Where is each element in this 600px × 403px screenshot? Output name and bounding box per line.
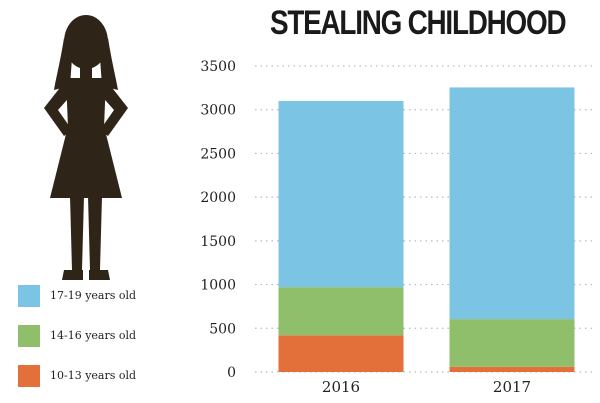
y-tick-label: 2000 bbox=[200, 190, 236, 206]
bar-segment bbox=[279, 101, 404, 287]
y-tick-label: 1500 bbox=[200, 234, 236, 250]
y-tick-label: 3500 bbox=[200, 59, 236, 75]
y-tick-label: 1000 bbox=[200, 278, 236, 294]
bar-segment bbox=[279, 335, 404, 372]
y-tick-label: 0 bbox=[227, 365, 236, 381]
y-tick-label: 2500 bbox=[200, 146, 236, 162]
x-tick-label: 2017 bbox=[493, 378, 531, 396]
bar-segment bbox=[450, 367, 575, 372]
y-tick-label: 500 bbox=[209, 321, 236, 337]
x-tick-label: 2016 bbox=[322, 378, 360, 396]
bar-segment bbox=[279, 287, 404, 335]
y-tick-label: 3000 bbox=[200, 103, 236, 119]
bar-segment bbox=[450, 319, 575, 367]
bar-segment bbox=[450, 87, 575, 319]
